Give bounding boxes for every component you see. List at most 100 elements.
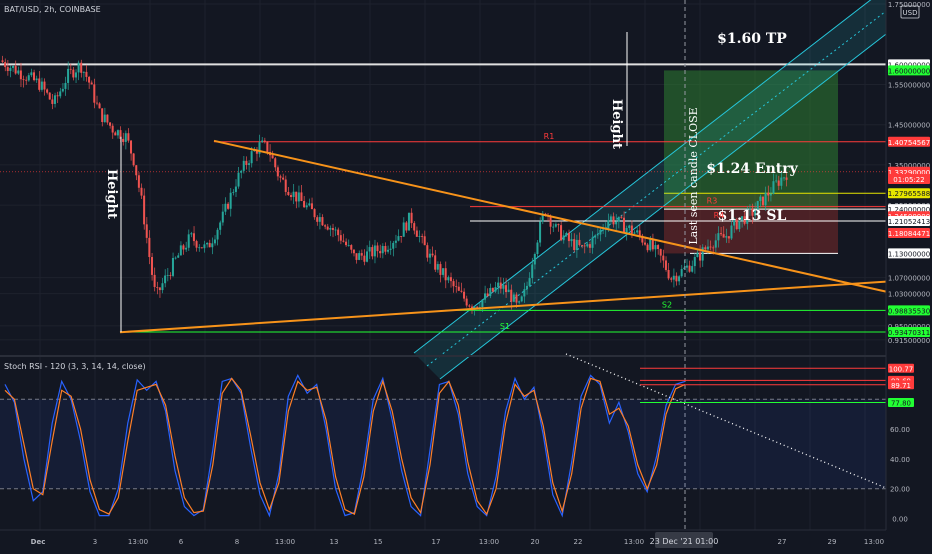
candle-body <box>376 245 379 252</box>
candle-body <box>628 225 631 228</box>
candle-body <box>305 205 308 208</box>
candle-body <box>497 282 500 288</box>
candle-body <box>67 68 70 83</box>
candle-body <box>77 62 80 73</box>
candle-body <box>310 203 313 210</box>
candle-body <box>379 251 382 254</box>
candle-body <box>355 253 358 260</box>
candle-body <box>701 247 704 261</box>
candle-body <box>46 89 49 93</box>
price-tick-label: 1.03000000 <box>888 291 930 299</box>
candle-body <box>337 229 340 236</box>
candle-body <box>276 167 279 177</box>
candle-body <box>101 108 104 123</box>
candle-body <box>418 236 421 237</box>
candle-body <box>72 69 75 78</box>
time-tick-label: 13 <box>330 538 339 546</box>
candle-body <box>32 72 35 81</box>
candle-body <box>22 79 25 81</box>
currency-badge[interactable] <box>900 5 920 19</box>
candle-body <box>59 91 62 97</box>
candle-body <box>688 265 691 272</box>
price-label-text: 1.60000000 <box>888 67 930 75</box>
candle-body <box>672 275 675 280</box>
candle-body <box>331 228 334 230</box>
candle-body <box>64 82 67 89</box>
candle-body <box>200 247 203 249</box>
candle-body <box>1 60 4 63</box>
candle-body <box>158 287 161 291</box>
candle-body <box>69 68 72 70</box>
candle-body <box>148 237 151 258</box>
time-tick-label: 13:00 <box>864 538 884 546</box>
candle-body <box>263 140 266 142</box>
cursor-time-label: 23 Dec '21 01:00 <box>650 537 719 546</box>
rsi-value-label: 100.77 <box>889 365 914 373</box>
candle-body <box>334 229 337 231</box>
candle-body <box>751 208 754 216</box>
rsi-value-badge <box>888 380 914 390</box>
price-tick-label: 1.75000000 <box>888 1 930 9</box>
candle-body <box>179 245 182 256</box>
candle-body <box>573 239 576 251</box>
candle-body <box>617 216 620 222</box>
candle-body <box>643 242 646 245</box>
candle-body <box>114 132 117 136</box>
candle-body <box>137 175 140 188</box>
candle-body <box>360 253 363 256</box>
currency-label: USD <box>903 9 918 17</box>
candle-body <box>400 236 403 237</box>
entry-label: $1.24 Entry <box>706 161 798 177</box>
candle-body <box>82 71 85 73</box>
candle-body <box>785 177 788 180</box>
candle-body <box>478 307 481 308</box>
price-label-badge <box>888 248 930 259</box>
candle-body <box>560 225 563 241</box>
candle-body <box>143 195 146 225</box>
trend-lines <box>119 139 887 334</box>
candle-body <box>670 278 673 280</box>
price-label-text: 1.24000000 <box>888 206 930 214</box>
candle-body <box>368 247 371 252</box>
candle-body <box>14 65 17 74</box>
candle-body <box>667 269 670 279</box>
ascending-trendline <box>119 280 887 334</box>
candle-body <box>767 192 770 196</box>
candle-body <box>693 256 696 267</box>
candle-body <box>25 79 28 81</box>
candle-body <box>9 67 12 71</box>
candle-body <box>591 237 594 248</box>
price-label-badge <box>888 227 930 238</box>
candle-body <box>171 257 174 276</box>
candle-body <box>410 212 413 224</box>
candle-body <box>620 216 623 218</box>
candle-body <box>649 239 652 251</box>
candle-body <box>30 72 33 76</box>
time-tick-label: 22 <box>574 538 583 546</box>
candle-body <box>198 247 201 249</box>
candle-body <box>494 287 497 292</box>
rsi-value-badge <box>888 363 914 373</box>
candle-body <box>219 222 222 230</box>
candle-body <box>722 234 725 238</box>
price-axis[interactable] <box>886 0 932 550</box>
candle-body <box>512 294 515 302</box>
candle-body <box>245 160 248 165</box>
height-markers <box>120 32 628 333</box>
candle-body <box>759 196 762 202</box>
stoch-rsi-pane <box>0 353 887 518</box>
candle-body <box>638 230 641 236</box>
candle-body <box>525 285 528 290</box>
candle-body <box>124 133 127 142</box>
price-label-text: 1.27965588 <box>888 190 930 198</box>
candle-body <box>261 140 264 143</box>
sl-label: $1.13 SL <box>718 208 787 224</box>
candle-body <box>756 201 759 211</box>
candle-body <box>646 244 649 251</box>
candle-body <box>169 275 172 276</box>
candle-body <box>4 62 7 68</box>
candle-body <box>19 70 22 80</box>
